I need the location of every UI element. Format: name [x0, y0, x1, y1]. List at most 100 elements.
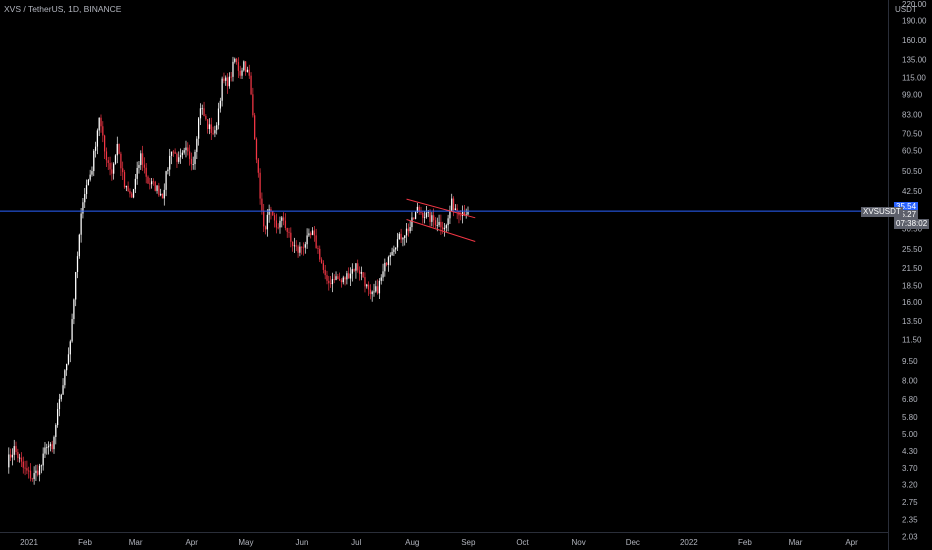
candle-body [226, 77, 229, 87]
candle-body [445, 225, 447, 229]
candle-body [71, 319, 73, 342]
candle-body [310, 233, 312, 235]
candle-body [414, 212, 417, 219]
candle-body [411, 217, 413, 228]
candle-body [286, 227, 288, 232]
candle-body [185, 147, 187, 151]
candle-body [292, 241, 294, 247]
candle-body [451, 198, 453, 212]
candle-body [208, 124, 211, 129]
trend-line[interactable] [406, 219, 476, 242]
candle-body [123, 172, 126, 188]
candle-body [433, 215, 435, 221]
candle-body [82, 202, 84, 214]
candle-body [378, 280, 381, 294]
candle-body [396, 239, 399, 248]
price-tick-label: 5.00 [902, 430, 918, 439]
candle-body [46, 447, 48, 449]
candle-body [149, 183, 151, 185]
candle-body [313, 230, 315, 236]
candle-body [369, 289, 372, 295]
trend-lines[interactable] [406, 198, 476, 242]
candle-body [140, 153, 142, 165]
candle-body [409, 227, 411, 232]
candle-body [320, 259, 323, 264]
candle-body [467, 211, 469, 215]
candle-body [116, 143, 118, 156]
candle-body [105, 151, 108, 161]
candle-body [94, 146, 97, 151]
price-tick-label: 2.75 [902, 498, 918, 507]
symbol-legend[interactable]: XVS / TetherUS, 1D, BINANCE [4, 4, 121, 14]
time-tick-label: 2022 [680, 538, 698, 547]
candle-body [234, 58, 236, 62]
candle-body [58, 399, 61, 410]
candle-body [188, 151, 191, 159]
trend-line[interactable] [406, 198, 476, 219]
candle-body [266, 214, 268, 230]
candle-body [422, 212, 424, 218]
candle-body [156, 185, 158, 191]
candle-body [29, 470, 32, 479]
candle-body [62, 385, 64, 395]
candle-body [178, 157, 180, 162]
candle-body [393, 249, 395, 252]
candle-body [279, 220, 281, 228]
candle-body [85, 185, 88, 195]
candle-body [64, 370, 66, 386]
candle-body [281, 217, 283, 221]
price-tick-label: 42.50 [902, 187, 923, 196]
time-tick-label: Apr [185, 538, 198, 547]
candle-body [15, 446, 17, 453]
candle-body [297, 246, 299, 253]
candle-body [125, 185, 127, 188]
time-tick-label: Apr [845, 538, 858, 547]
candle-body [319, 248, 321, 260]
time-tick-label: Nov [571, 538, 585, 547]
candle-body [299, 246, 301, 253]
candle-body [346, 273, 348, 280]
candle-body [33, 473, 35, 480]
time-tick-label: 2021 [20, 538, 38, 547]
candle-body [216, 125, 218, 131]
price-tick-label: 190.00 [902, 17, 927, 26]
price-tick-label: 6.80 [902, 395, 918, 404]
candle-body [20, 457, 23, 462]
candle-body [114, 155, 117, 164]
candle-body [221, 78, 223, 101]
candle-body [367, 284, 370, 290]
price-axis[interactable]: 220.00 190.00 160.00 135.00 115.00 99.00 83.00… [888, 0, 928, 550]
time-tick-label: May [238, 538, 253, 547]
candle-body [449, 211, 451, 219]
candle-body [197, 118, 200, 139]
price-tick-label: 2.35 [902, 516, 918, 525]
price-tick-label: 115.00 [902, 74, 926, 83]
candle-body [261, 198, 263, 211]
candle-body [196, 138, 198, 152]
candle-body [147, 176, 149, 184]
candle-body [284, 220, 287, 228]
candle-body [235, 58, 238, 63]
price-tick-label: 30.50 [902, 224, 923, 233]
candle-body [56, 409, 59, 426]
time-axis[interactable]: 2021 Feb Mar Apr May Jun Jul Aug Sep Oct Nov Dec 202… [0, 532, 888, 548]
candle-body [329, 283, 332, 285]
candle-body [306, 235, 308, 245]
candle-body [9, 454, 12, 458]
candle-body [268, 209, 270, 215]
time-tick-label: Mar [789, 538, 803, 547]
candle-body [335, 276, 337, 280]
candle-body [360, 272, 362, 274]
candle-body [192, 164, 194, 165]
candle-body [264, 226, 267, 230]
candle-body [134, 178, 136, 190]
candle-body [308, 233, 310, 236]
candle-body [362, 272, 364, 278]
candle-body [167, 169, 169, 172]
candle-body [113, 163, 115, 174]
candle-body [181, 152, 183, 156]
candle-body [207, 119, 209, 129]
candle-series [0, 56, 888, 485]
candle-body [434, 220, 437, 226]
